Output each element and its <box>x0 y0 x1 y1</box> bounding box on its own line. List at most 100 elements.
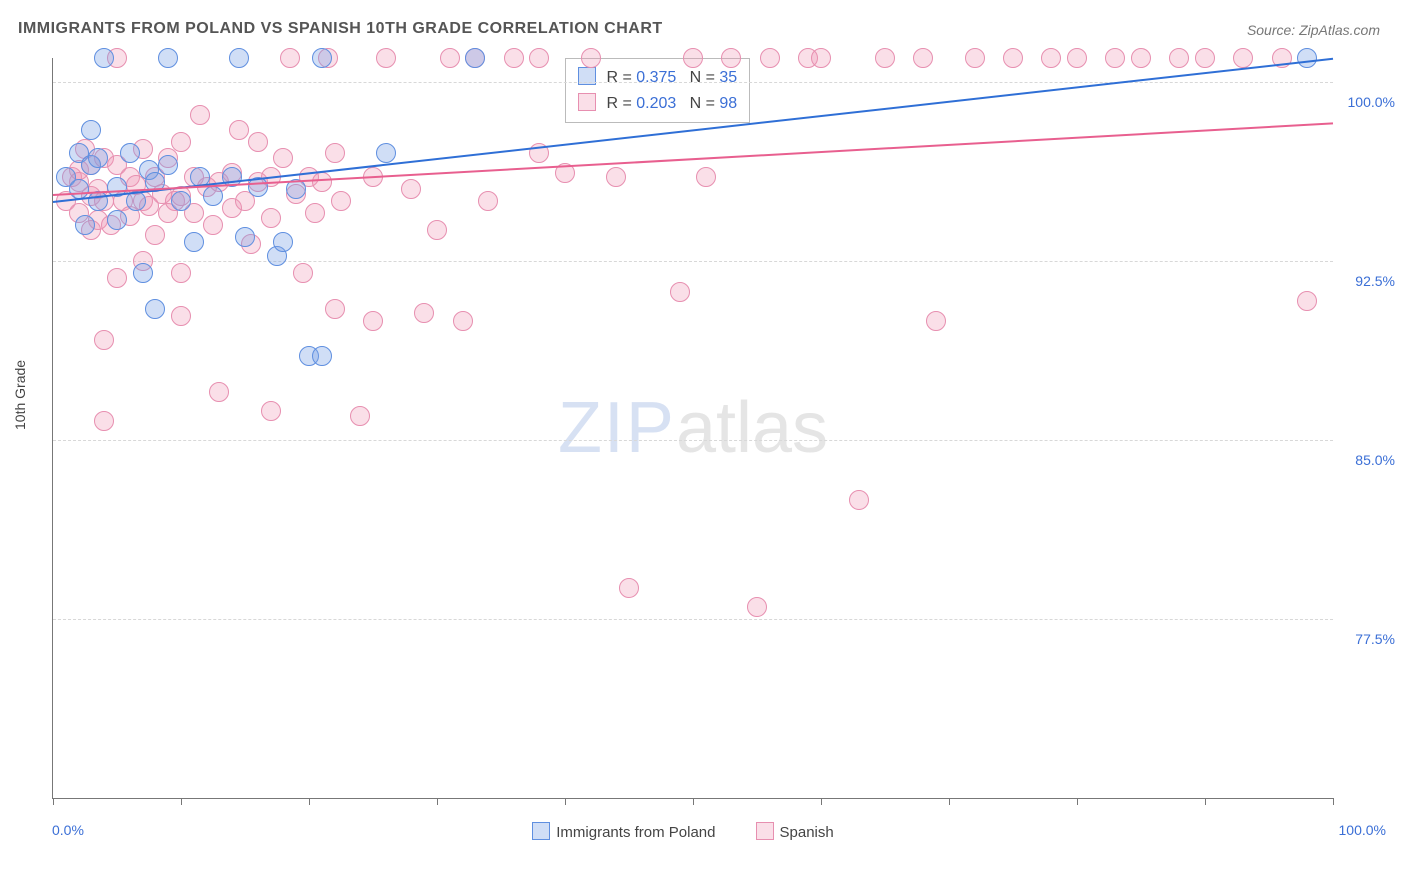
x-tick <box>309 798 310 805</box>
data-point-spanish <box>273 148 293 168</box>
x-tick <box>1205 798 1206 805</box>
data-point-poland <box>75 215 95 235</box>
x-tick <box>1077 798 1078 805</box>
data-point-poland <box>465 48 485 68</box>
x-tick <box>565 798 566 805</box>
data-point-poland <box>229 48 249 68</box>
data-point-spanish <box>427 220 447 240</box>
data-point-spanish <box>1195 48 1215 68</box>
data-point-spanish <box>670 282 690 302</box>
data-point-poland <box>158 155 178 175</box>
chart-title: IMMIGRANTS FROM POLAND VS SPANISH 10TH G… <box>18 20 663 38</box>
y-axis-title: 10th Grade <box>12 360 28 430</box>
gridline <box>53 619 1333 620</box>
gridline <box>53 261 1333 262</box>
y-tick-label: 92.5% <box>1355 273 1395 289</box>
x-tick <box>821 798 822 805</box>
data-point-poland <box>171 191 191 211</box>
data-point-spanish <box>331 191 351 211</box>
correlation-legend: R = 0.375 N = 35 R = 0.203 N = 98 <box>565 58 750 123</box>
data-point-spanish <box>529 48 549 68</box>
y-tick-label: 77.5% <box>1355 631 1395 647</box>
data-point-spanish <box>1169 48 1189 68</box>
data-point-spanish <box>94 411 114 431</box>
data-point-spanish <box>1131 48 1151 68</box>
data-point-spanish <box>171 306 191 326</box>
data-point-poland <box>145 299 165 319</box>
gridline <box>53 82 1333 83</box>
data-point-poland <box>81 120 101 140</box>
data-point-poland <box>203 186 223 206</box>
data-point-spanish <box>965 48 985 68</box>
x-tick <box>437 798 438 805</box>
data-point-spanish <box>478 191 498 211</box>
data-point-spanish <box>606 167 626 187</box>
data-point-spanish <box>107 268 127 288</box>
data-point-spanish <box>683 48 703 68</box>
legend-row-poland: R = 0.375 N = 35 <box>578 65 737 91</box>
data-point-spanish <box>875 48 895 68</box>
data-point-spanish <box>1297 291 1317 311</box>
data-point-poland <box>1297 48 1317 68</box>
data-point-spanish <box>171 263 191 283</box>
series-legend: Immigrants from PolandSpanish <box>0 822 1406 841</box>
data-point-spanish <box>414 303 434 323</box>
data-point-spanish <box>203 215 223 235</box>
data-point-spanish <box>1067 48 1087 68</box>
data-point-spanish <box>619 578 639 598</box>
data-point-spanish <box>350 406 370 426</box>
x-tick <box>53 798 54 805</box>
data-point-spanish <box>280 48 300 68</box>
data-point-spanish <box>721 48 741 68</box>
data-point-poland <box>120 143 140 163</box>
legend-row-spanish: R = 0.203 N = 98 <box>578 91 737 117</box>
data-point-spanish <box>1003 48 1023 68</box>
data-point-spanish <box>926 311 946 331</box>
data-point-spanish <box>145 225 165 245</box>
x-tick <box>1333 798 1334 805</box>
data-point-poland <box>133 263 153 283</box>
data-point-spanish <box>849 490 869 510</box>
data-point-spanish <box>305 203 325 223</box>
data-point-spanish <box>581 48 601 68</box>
data-point-poland <box>312 48 332 68</box>
data-point-spanish <box>248 132 268 152</box>
legend-item-spanish: Spanish <box>756 824 834 841</box>
data-point-spanish <box>1105 48 1125 68</box>
data-point-poland <box>235 227 255 247</box>
data-point-spanish <box>453 311 473 331</box>
data-point-poland <box>88 148 108 168</box>
data-point-spanish <box>696 167 716 187</box>
data-point-spanish <box>229 120 249 140</box>
data-point-poland <box>107 210 127 230</box>
data-point-poland <box>376 143 396 163</box>
data-point-poland <box>312 346 332 366</box>
data-point-spanish <box>913 48 933 68</box>
gridline <box>53 440 1333 441</box>
data-point-spanish <box>363 311 383 331</box>
scatter-plot: ZIPatlas R = 0.375 N = 35 R = 0.203 N = … <box>52 58 1333 799</box>
y-tick-label: 85.0% <box>1355 452 1395 468</box>
data-point-poland <box>158 48 178 68</box>
data-point-spanish <box>312 172 332 192</box>
data-point-spanish <box>760 48 780 68</box>
data-point-spanish <box>261 401 281 421</box>
data-point-spanish <box>325 299 345 319</box>
data-point-poland <box>184 232 204 252</box>
data-point-spanish <box>209 382 229 402</box>
data-point-spanish <box>171 132 191 152</box>
data-point-poland <box>273 232 293 252</box>
data-point-spanish <box>401 179 421 199</box>
data-point-spanish <box>376 48 396 68</box>
data-point-spanish <box>747 597 767 617</box>
data-point-spanish <box>261 208 281 228</box>
y-tick-label: 100.0% <box>1348 94 1395 110</box>
data-point-spanish <box>1041 48 1061 68</box>
source-label: Source: ZipAtlas.com <box>1247 22 1380 38</box>
watermark: ZIPatlas <box>558 387 828 469</box>
data-point-spanish <box>1233 48 1253 68</box>
data-point-spanish <box>811 48 831 68</box>
x-tick <box>181 798 182 805</box>
data-point-spanish <box>325 143 345 163</box>
data-point-spanish <box>293 263 313 283</box>
